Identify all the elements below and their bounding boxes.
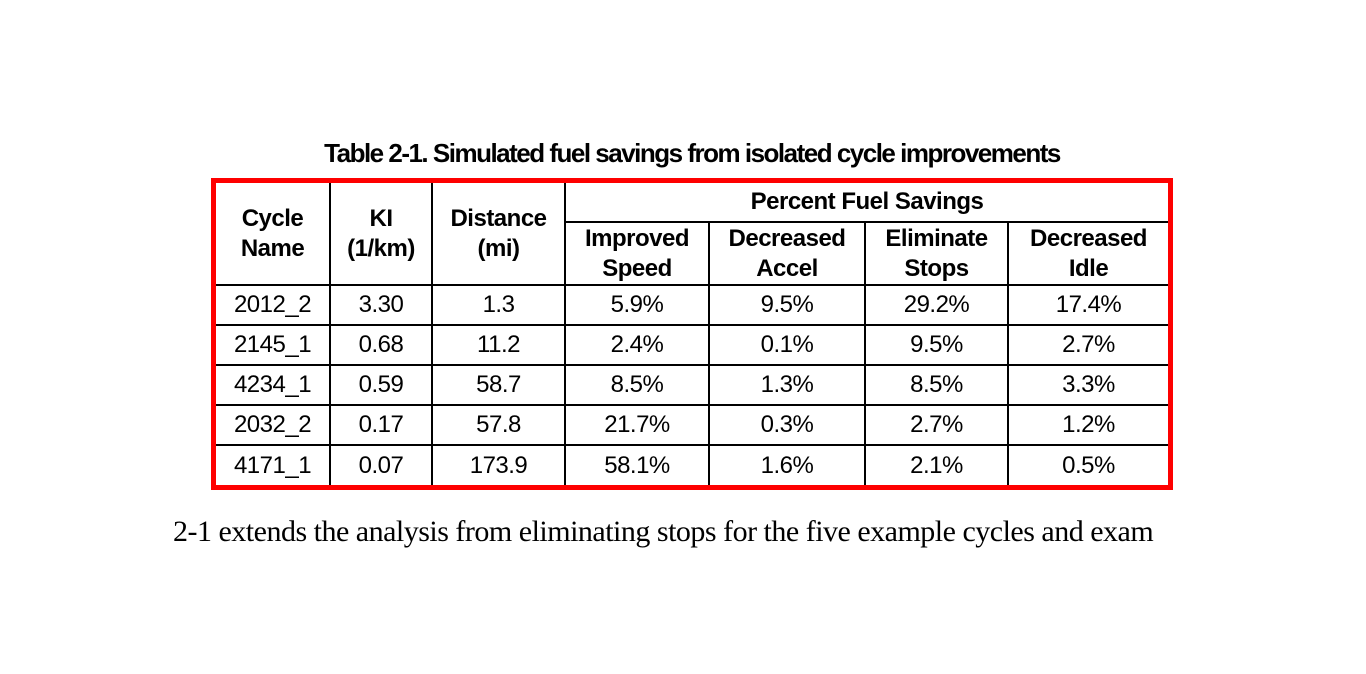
cell-distance: 58.7 [431, 364, 566, 406]
cell-ki: 0.17 [329, 404, 433, 446]
cell-eliminate-stops: 2.7% [864, 404, 1009, 446]
cell-distance: 57.8 [431, 404, 566, 446]
fuel-savings-table: Cycle Name KI (1/km) Distance (mi) Perce… [211, 178, 1174, 490]
col-header-decreased-accel: Decreased Accel [708, 221, 866, 286]
cell-improved-speed: 8.5% [564, 364, 710, 406]
body-text-fragment: 2-1 extends the analysis from eliminatin… [173, 515, 1154, 548]
col-header-ki: KI (1/km) [329, 182, 433, 286]
table-row: 2145_1 0.68 11.2 2.4% 0.1% 9.5% 2.7% [215, 324, 1170, 366]
cell-cycle-name: 2012_2 [215, 284, 331, 326]
cell-improved-speed: 5.9% [564, 284, 710, 326]
col-header-cycle-name: Cycle Name [215, 182, 331, 286]
cell-distance: 1.3 [431, 284, 566, 326]
cell-eliminate-stops: 9.5% [864, 324, 1009, 366]
cell-decreased-idle: 17.4% [1006, 284, 1170, 326]
cell-cycle-name: 4234_1 [215, 364, 331, 406]
cell-decreased-idle: 3.3% [1006, 364, 1170, 406]
cell-improved-speed: 21.7% [564, 404, 710, 446]
cell-improved-speed: 2.4% [564, 324, 710, 366]
table-row: 4171_1 0.07 173.9 58.1% 1.6% 2.1% 0.5% [215, 444, 1170, 486]
col-header-improved-speed: Improved Speed [564, 221, 710, 286]
cell-decreased-accel: 9.5% [708, 284, 866, 326]
col-header-percent-fuel-savings: Percent Fuel Savings [563, 182, 1170, 223]
cell-decreased-idle: 2.7% [1006, 324, 1170, 366]
col-header-decreased-idle: Decreased Idle [1006, 221, 1170, 286]
cell-cycle-name: 2032_2 [215, 404, 331, 446]
table-row: 2032_2 0.17 57.8 21.7% 0.3% 2.7% 1.2% [215, 404, 1170, 446]
cell-eliminate-stops: 8.5% [864, 364, 1009, 406]
cell-improved-speed: 58.1% [564, 444, 710, 486]
cell-ki: 0.59 [329, 364, 433, 406]
fuel-savings-table-grid: Cycle Name KI (1/km) Distance (mi) Perce… [215, 182, 1170, 486]
cell-ki: 0.07 [329, 444, 433, 486]
cell-decreased-accel: 1.3% [708, 364, 866, 406]
cell-eliminate-stops: 2.1% [864, 444, 1009, 486]
table-caption: Table 2-1. Simulated fuel savings from i… [324, 138, 1061, 168]
table-row: 4234_1 0.59 58.7 8.5% 1.3% 8.5% 3.3% [215, 364, 1170, 406]
col-header-distance: Distance (mi) [431, 182, 566, 286]
cell-cycle-name: 4171_1 [215, 444, 331, 486]
cell-decreased-accel: 0.3% [708, 404, 866, 446]
cell-eliminate-stops: 29.2% [864, 284, 1009, 326]
cell-cycle-name: 2145_1 [215, 324, 331, 366]
cell-distance: 173.9 [431, 444, 566, 486]
cell-ki: 3.30 [329, 284, 433, 326]
table-row: 2012_2 3.30 1.3 5.9% 9.5% 29.2% 17.4% [215, 284, 1170, 326]
cell-decreased-idle: 1.2% [1006, 404, 1170, 446]
col-header-eliminate-stops: Eliminate Stops [864, 221, 1009, 286]
header-row-sub: Improved Speed Decreased Accel Eliminate… [216, 221, 1170, 286]
cell-distance: 11.2 [431, 324, 566, 366]
cell-decreased-accel: 1.6% [708, 444, 866, 486]
header-row-group: Cycle Name KI (1/km) Distance (mi) Perce… [215, 182, 1170, 286]
cell-decreased-idle: 0.5% [1006, 444, 1170, 486]
cell-decreased-accel: 0.1% [708, 324, 866, 366]
cell-ki: 0.68 [329, 324, 433, 366]
